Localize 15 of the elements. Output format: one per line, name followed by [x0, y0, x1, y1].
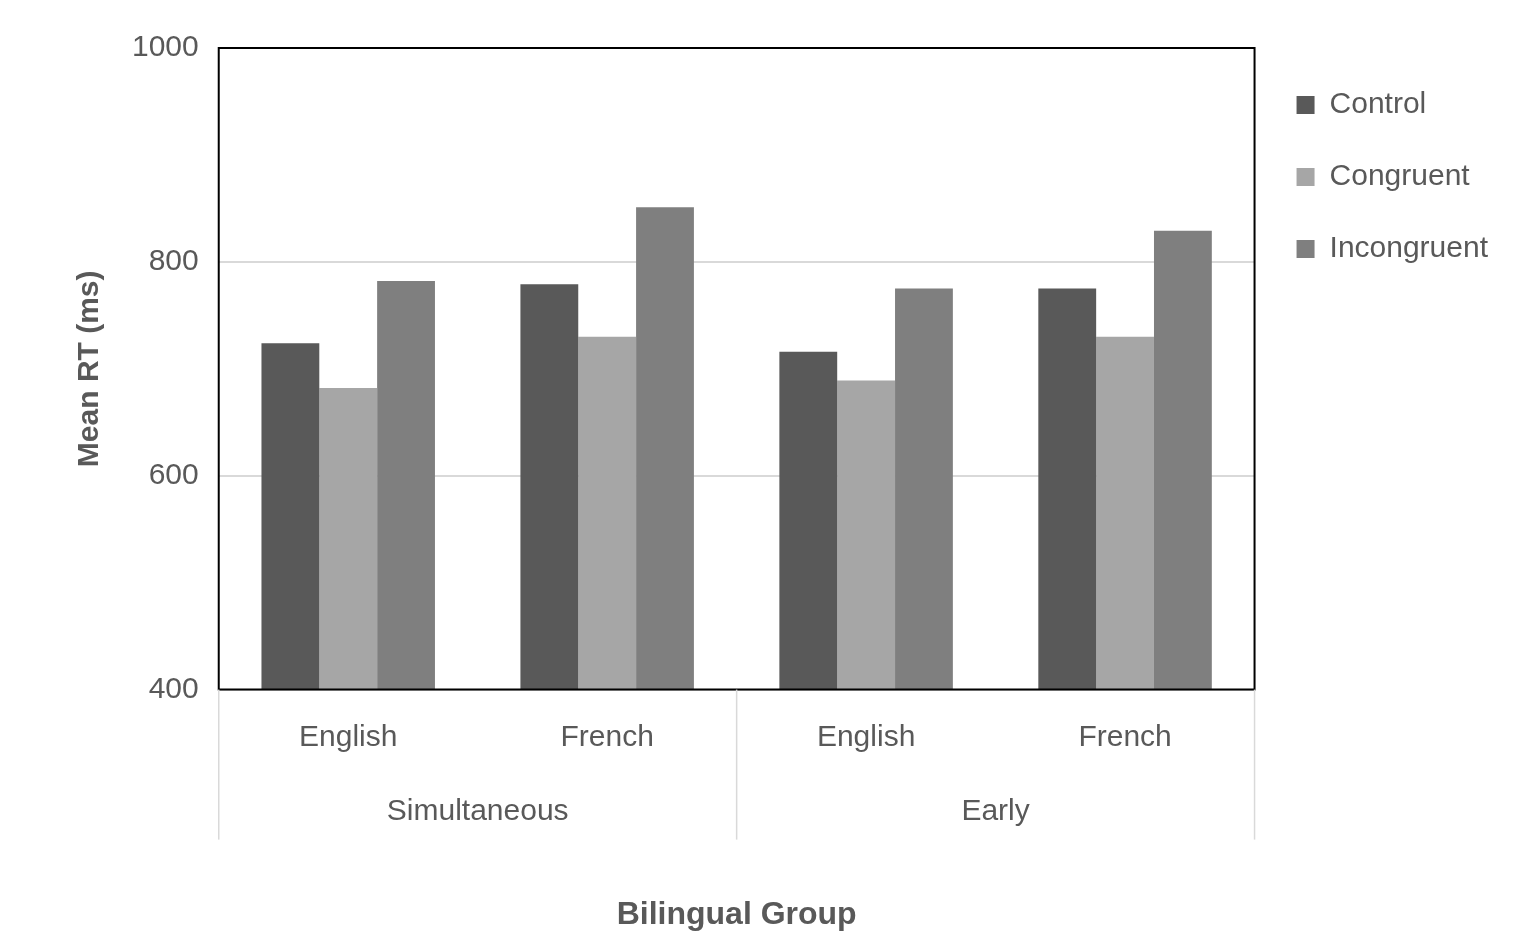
- text: Early: [961, 792, 1030, 826]
- x-tick-label: English: [299, 718, 398, 752]
- y-tick-label: 400: [148, 670, 199, 704]
- legend-label: Control: [1329, 86, 1427, 120]
- legend-label: Incongruent: [1329, 230, 1489, 264]
- y-tick-label: 600: [148, 457, 199, 490]
- y-tick-label: 800: [148, 243, 199, 277]
- legend-label: Congruent: [1329, 158, 1471, 192]
- x-tick-label: French: [560, 718, 654, 752]
- y-axis-title: Mean RT (ms): [71, 270, 105, 468]
- text: Simultaneous: [386, 792, 569, 826]
- x-tick-label: French: [1078, 718, 1172, 752]
- x-tick-label: English: [816, 718, 916, 752]
- x-axis-title: Bilingual Group: [616, 894, 857, 931]
- y-tick-label: 1000: [131, 29, 199, 63]
